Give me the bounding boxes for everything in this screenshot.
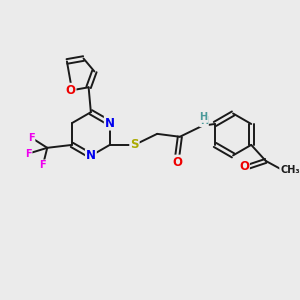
Text: N: N: [86, 149, 96, 162]
Text: N: N: [105, 117, 115, 130]
Text: H: H: [200, 116, 208, 126]
Text: F: F: [40, 160, 46, 170]
Text: O: O: [172, 156, 182, 169]
Text: O: O: [239, 160, 249, 173]
Text: F: F: [28, 133, 34, 142]
Text: H: H: [200, 112, 208, 122]
Text: O: O: [65, 84, 76, 97]
Text: S: S: [130, 138, 139, 152]
Text: CH₃: CH₃: [280, 165, 300, 175]
Text: F: F: [25, 148, 32, 159]
